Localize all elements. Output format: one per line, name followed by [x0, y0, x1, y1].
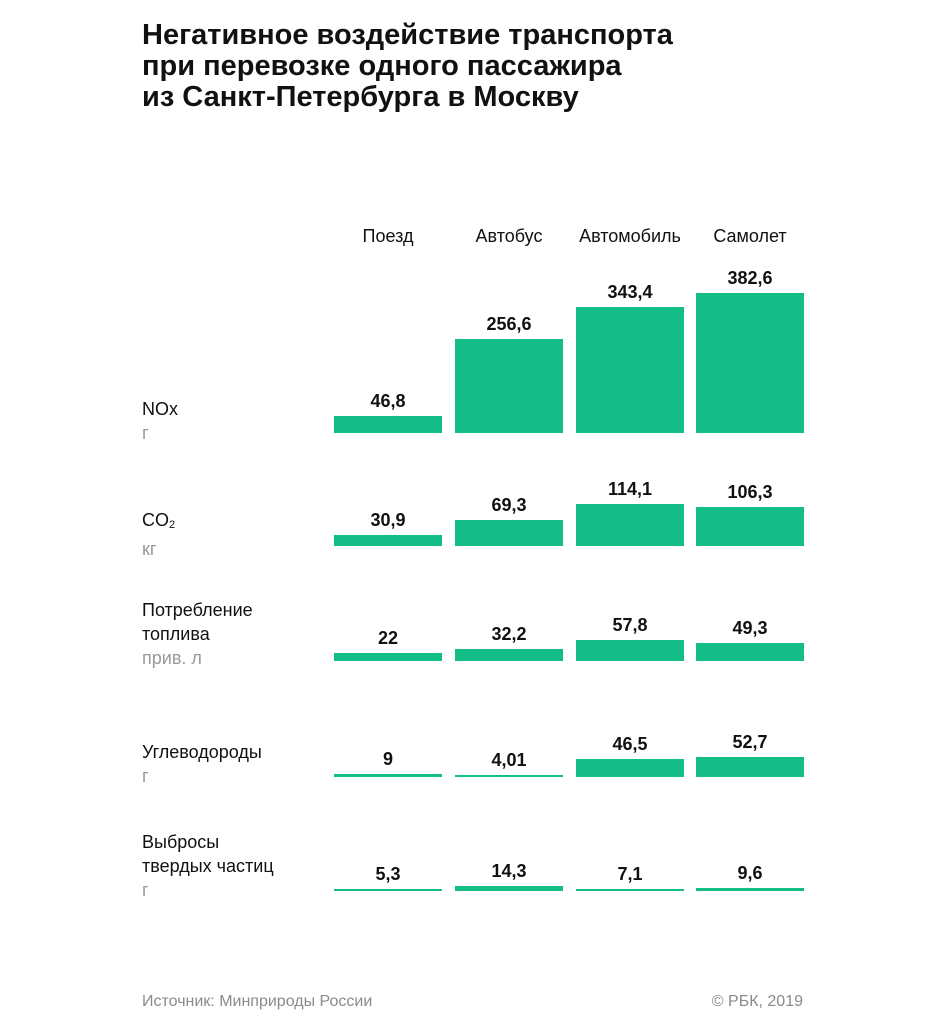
category-label-1: Автобус — [475, 226, 543, 246]
bar-автомобиль-row-0 — [576, 307, 684, 433]
bar-автобус-row-4 — [455, 886, 563, 891]
bar-поезд-row-2 — [334, 653, 442, 661]
bar-поезд-row-4 — [334, 889, 442, 891]
value-label: 57,8 — [612, 615, 648, 635]
chart-title: Негативное воздействие транспорта при пе… — [142, 20, 842, 113]
bar-самолет-row-0 — [696, 293, 804, 433]
value-label: 32,2 — [491, 624, 527, 645]
bar-автомобиль-row-4 — [576, 888, 684, 891]
value-label: 114,1 — [607, 479, 653, 499]
row-name: NOx — [142, 399, 178, 419]
bar-самолет-row-1 — [696, 506, 804, 546]
row-label-2: Потребление топлива прив. л — [142, 598, 253, 670]
row-name: CO2 — [142, 510, 176, 531]
row-unit: г — [142, 880, 149, 900]
row-name: Выбросы твердых частиц — [142, 832, 274, 876]
row-label-1: CO2 кг — [142, 508, 175, 561]
value-label: 22 — [377, 628, 399, 648]
value-label: 106,3 — [727, 481, 773, 502]
value-label: 46,5 — [612, 734, 648, 755]
value-label: 30,9 — [370, 509, 406, 530]
row-unit: прив. л — [142, 648, 202, 668]
row-unit: г — [142, 423, 149, 443]
category-label-0: Поезд — [362, 226, 414, 246]
category-label-2: Автомобиль — [579, 226, 681, 246]
row-unit: кг — [142, 539, 157, 559]
bar-поезд-row-1 — [334, 534, 442, 546]
bar-самолет-row-2 — [696, 643, 804, 661]
bar-поезд-row-3 — [334, 773, 442, 777]
bar-автобус-row-3 — [455, 775, 563, 777]
bar-автобус-row-2 — [455, 649, 563, 661]
title-line: при перевозке одного пассажира — [142, 50, 622, 82]
bar-самолет-row-3 — [696, 757, 804, 777]
row-name: Потребление топлива — [142, 600, 253, 644]
row-label-3: Углеводороды г — [142, 740, 262, 788]
value-label: 343,4 — [607, 282, 653, 303]
value-label: 14,3 — [491, 861, 527, 881]
value-label: 5,3 — [375, 864, 401, 884]
value-label: 9,6 — [737, 862, 763, 883]
value-label: 69,3 — [491, 495, 527, 516]
row-unit: г — [142, 766, 149, 786]
title-line: из Санкт-Петербурга в Москву — [142, 81, 579, 113]
value-label: 49,3 — [732, 618, 768, 639]
category-label-3: Самолет — [713, 226, 787, 246]
bar-автомобиль-row-3 — [576, 759, 684, 777]
row-label-4: Выбросы твердых частиц г — [142, 830, 274, 902]
value-label: 9 — [382, 748, 393, 769]
value-label: 4,01 — [491, 750, 527, 770]
bar-автомобиль-row-2 — [576, 640, 684, 661]
copyright-note: © РБК, 2019 — [711, 993, 803, 1010]
row-label-0: NOx г — [142, 397, 178, 445]
value-label: 46,8 — [370, 390, 406, 411]
bar-самолет-row-4 — [696, 887, 804, 891]
bar-автобус-row-0 — [455, 339, 563, 433]
bar-автобус-row-1 — [455, 520, 563, 546]
value-label: 382,6 — [727, 268, 773, 288]
row-name: Углеводороды — [142, 742, 262, 762]
title-line: Негативное воздействие транспорта — [142, 19, 673, 51]
bar-автомобиль-row-1 — [576, 504, 684, 546]
bar-поезд-row-0 — [334, 415, 442, 433]
source-note: Источник: Минприроды России — [142, 993, 373, 1010]
value-label: 256,6 — [486, 314, 532, 335]
value-label: 52,7 — [732, 732, 768, 752]
value-label: 7,1 — [617, 863, 643, 884]
